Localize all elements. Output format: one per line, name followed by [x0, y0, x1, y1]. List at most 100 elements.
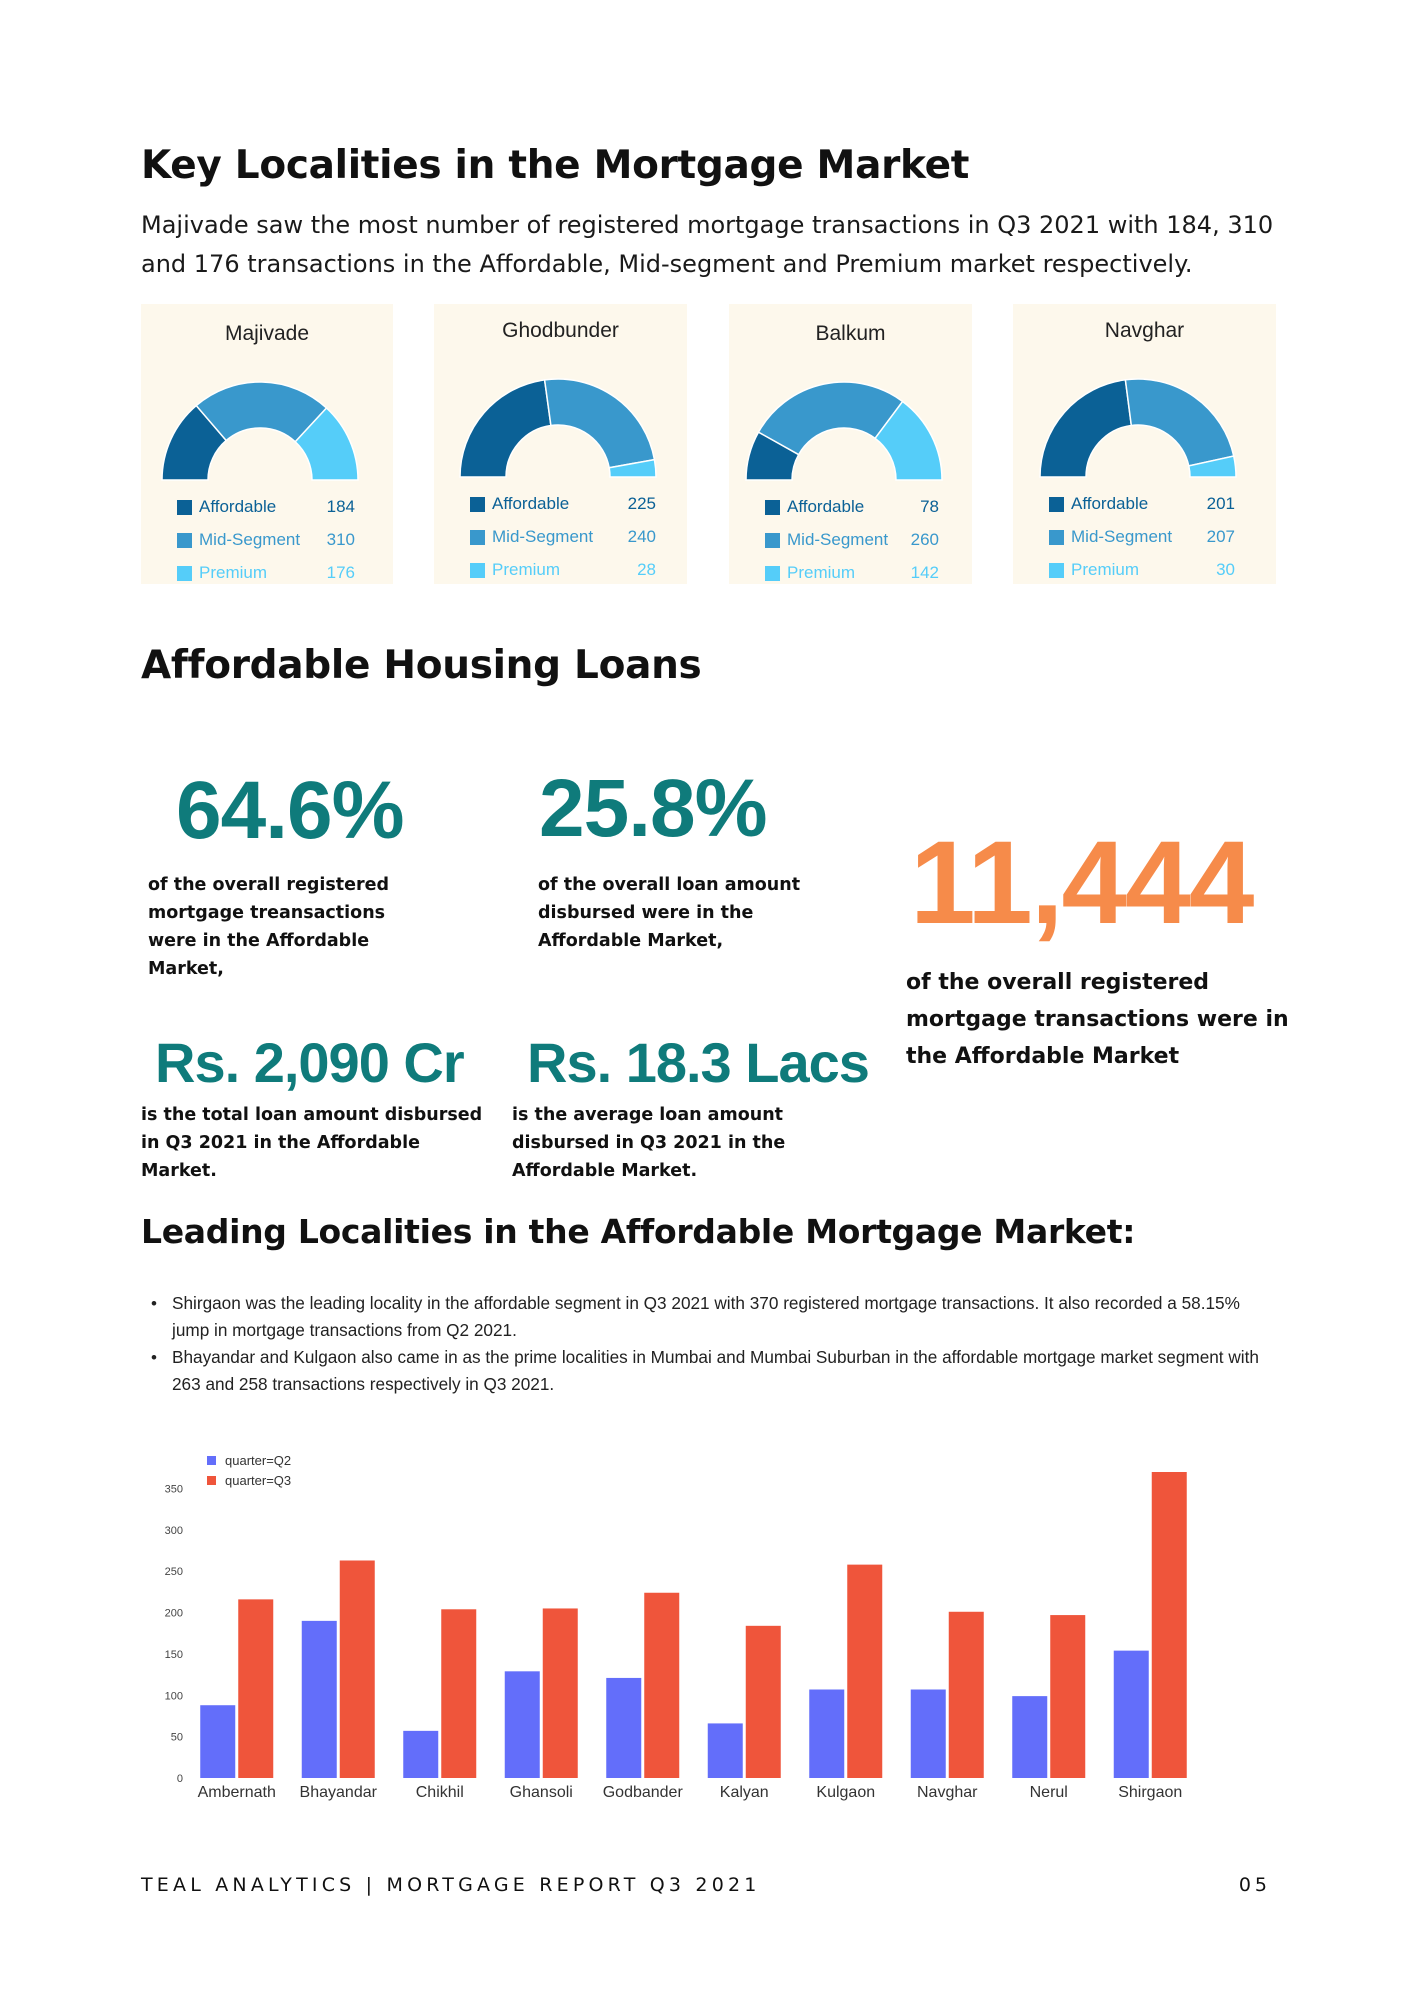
bar-q3-nerul [1050, 1615, 1086, 1778]
legend-label: Mid-Segment [1071, 527, 1173, 546]
footer-report-name: TEAL ANALYTICS | MORTGAGE REPORT Q3 2021 [141, 1874, 761, 1896]
legend-value: 30 [1216, 560, 1235, 579]
legend-premium: Premium 142 [765, 563, 939, 583]
legend-label: Affordable [492, 494, 570, 513]
donut-card-navghar: Navghar Affordable 201 Mid-Segment 207 Pre… [1013, 304, 1276, 584]
legend-premium: Premium 30 [1049, 560, 1235, 580]
bar-q2-ambernath [200, 1705, 236, 1778]
legend-swatch [765, 565, 780, 581]
legend-value: 240 [627, 527, 656, 546]
donut-title: Navghar [1104, 319, 1185, 342]
gauge-segment-premium [608, 458, 657, 478]
legend-premium: Premium 176 [177, 563, 355, 583]
gauge-segment-premium [874, 400, 943, 481]
legend-value: 207 [1206, 527, 1235, 546]
legend-affordable: Affordable 184 [177, 497, 355, 517]
bar-q2-kalyan [707, 1723, 743, 1778]
x-tick-label: Kulgaon [816, 1784, 875, 1801]
legend-label: Premium [492, 560, 561, 579]
gauge-segment-premium [294, 406, 359, 481]
stat-transaction-count: 11,444 [910, 817, 1254, 949]
gauge-chart [1039, 378, 1237, 478]
footer-page-number: 05 [1238, 1874, 1271, 1896]
legend-label: Premium [199, 563, 268, 582]
bar-q2-chikhil [403, 1730, 439, 1778]
bar-q2-godbander [606, 1677, 642, 1778]
gauge-chart [161, 381, 359, 481]
stat-note-transactions: of the overall registered mortgage trean… [148, 875, 390, 979]
section-title-affordable-loans: Affordable Housing Loans [141, 643, 702, 688]
legend-value: 142 [910, 563, 939, 582]
legend-mid-segment: Mid-Segment 310 [177, 530, 355, 550]
bar-q3-ambernath [238, 1599, 274, 1778]
intro-paragraph: Majivade saw the most number of register… [141, 211, 1274, 278]
stat-percent-transactions: 64.6% [176, 765, 405, 856]
bar-q3-navghar [948, 1611, 984, 1778]
legend-label: Premium [1071, 560, 1140, 579]
legend-label: Mid-Segment [199, 530, 301, 549]
stat-total-loan: Rs. 2,090 Cr [155, 1031, 465, 1094]
legend-value: 201 [1206, 494, 1235, 513]
y-tick-label: 0 [177, 1773, 183, 1785]
legend-label: quarter=Q2 [225, 1453, 291, 1468]
legend-mid-segment: Mid-Segment 260 [765, 530, 939, 550]
legend-swatch [207, 1476, 216, 1485]
legend-value: 176 [326, 563, 355, 582]
bar-q2-kulgaon [809, 1689, 845, 1778]
stat-average-loan: Rs. 18.3 Lacs [527, 1031, 870, 1094]
x-tick-label: Chikhil [416, 1784, 464, 1801]
legend-value: 225 [627, 494, 656, 513]
bar-q3-kulgaon [847, 1564, 883, 1778]
donut-title: Majivade [224, 322, 310, 345]
legend-label: Mid-Segment [492, 527, 594, 546]
legend-premium: Premium 28 [470, 560, 656, 580]
stat-note-loan-amount: of the overall loan amount disbursed wer… [538, 875, 801, 951]
legend-affordable: Affordable 78 [765, 497, 939, 517]
donut-card-balkum: Balkum Affordable 78 Mid-Segment 260 Premi… [729, 304, 972, 584]
legend-swatch [470, 562, 485, 578]
legend-swatch [177, 499, 192, 515]
gauge-segment-mid-segment [543, 378, 656, 469]
x-tick-label: Bhayandar [300, 1784, 378, 1801]
legend-value: 78 [920, 497, 939, 516]
bullet-item: Bhayandar and Kulgaon also came in as th… [141, 1344, 1276, 1398]
x-tick-label: Shirgaon [1118, 1784, 1182, 1801]
gauge-segment-affordable [459, 379, 552, 478]
legend-swatch [765, 499, 780, 515]
legend-swatch [1049, 529, 1064, 545]
legend-value: 310 [326, 530, 355, 549]
legend-label: Affordable [199, 497, 277, 516]
legend-swatch [177, 532, 192, 548]
bar-q3-shirgaon [1151, 1472, 1187, 1778]
x-tick-label: Godbander [603, 1784, 684, 1801]
bar-q2-shirgaon [1113, 1650, 1149, 1778]
gauge-segment-mid-segment [757, 381, 904, 456]
bar-q3-godbander [644, 1592, 680, 1778]
legend-affordable: Affordable 225 [470, 494, 656, 514]
legend-label: Affordable [1071, 494, 1149, 513]
legend-value: 260 [910, 530, 939, 549]
x-tick-label: Ambernath [198, 1784, 276, 1801]
legend-swatch [470, 529, 485, 545]
gauge-segment-mid-segment [195, 381, 328, 443]
gauge-segment-affordable [1039, 378, 1133, 478]
legend-swatch [207, 1456, 216, 1465]
legend-label: Affordable [787, 497, 865, 516]
legend-swatch [1049, 562, 1064, 578]
legend-swatch [177, 565, 192, 581]
legend-mid-segment: Mid-Segment 240 [470, 527, 656, 547]
gauge-chart [459, 378, 657, 478]
legend-label: Mid-Segment [787, 530, 889, 549]
bar-q3-bhayandar [339, 1560, 375, 1778]
bullet-list: Shirgaon was the leading locality in the… [141, 1290, 1276, 1398]
donut-title: Balkum [815, 322, 886, 345]
bar-q2-navghar [910, 1689, 946, 1778]
gauge-chart [745, 381, 943, 481]
gauge-segment-premium [1187, 455, 1237, 478]
x-tick-label: Navghar [917, 1784, 978, 1801]
donut-card-majivade: Majivade Affordable 184 Mid-Segment 310 Pr… [141, 304, 393, 584]
legend-value: 184 [326, 497, 355, 516]
legend-mid-segment: Mid-Segment 207 [1049, 527, 1235, 547]
legend-swatch [765, 532, 780, 548]
bar-q2-ghansoli [504, 1671, 540, 1778]
